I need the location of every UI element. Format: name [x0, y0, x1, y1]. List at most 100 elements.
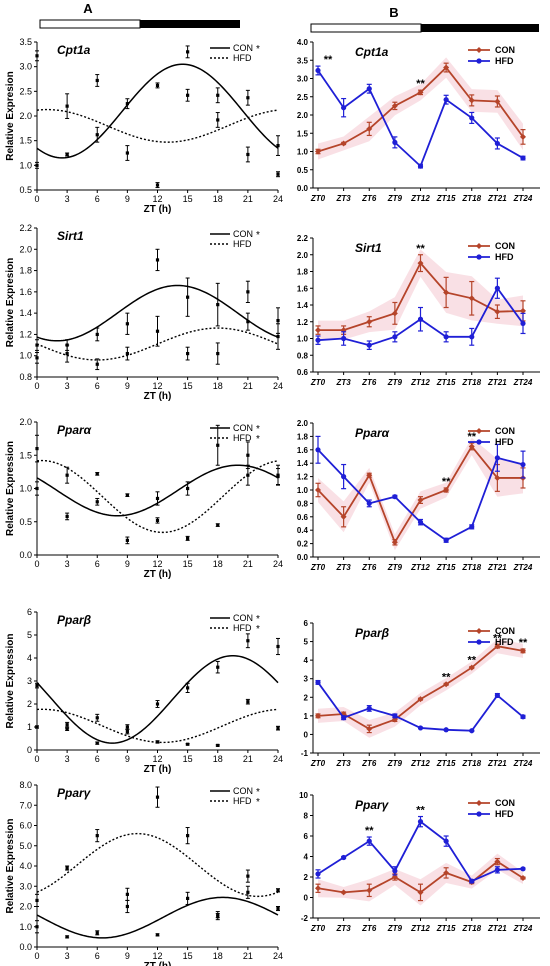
- chart-3: 0.6 0.8 1.0 1.2 1.4 1.6 1.8 2.0 2.2 ZT0 ZT3 ZT6 ZT9 Z…: [297, 234, 540, 387]
- chart-title: Sirt1: [355, 241, 382, 255]
- y-tick-label: 1.2: [19, 329, 32, 339]
- hfd-point: [341, 715, 347, 721]
- hfd-point: [246, 473, 250, 477]
- y-tick-label: 6: [304, 832, 309, 841]
- hfd-point: [315, 337, 321, 343]
- significance-marker: **: [365, 825, 374, 837]
- significance-marker: **: [519, 637, 528, 649]
- x-tick-label: ZT6: [361, 194, 377, 203]
- legend-significance-star: *: [256, 424, 260, 435]
- y-axis-label: Relative Expresion: [5, 258, 16, 347]
- y-tick-label: 1.8: [19, 266, 32, 276]
- y-axis-label: Relative Expresion: [5, 71, 16, 160]
- y-axis-label: Relative Expression: [5, 441, 16, 536]
- hfd-point: [125, 151, 129, 155]
- x-tick-label: ZT9: [387, 563, 403, 572]
- hfd-point: [341, 105, 347, 111]
- y-tick-label: 1.8: [297, 268, 309, 277]
- x-tick-label: 12: [152, 381, 162, 391]
- y-tick-label: 0.0: [297, 184, 309, 193]
- y-tick-label: -2: [301, 914, 309, 923]
- x-tick-label: 21: [243, 951, 253, 961]
- hfd-point: [125, 538, 129, 542]
- con-point: [246, 453, 250, 457]
- legend-significance-star: *: [256, 434, 260, 445]
- hfd-point: [186, 536, 190, 540]
- x-tick-label: 3: [65, 381, 70, 391]
- hfd-point: [95, 834, 99, 838]
- chart-title: Pparγ: [57, 786, 92, 800]
- x-tick-label: 9: [125, 559, 130, 569]
- hfd-point: [443, 334, 449, 340]
- hfd-point: [315, 447, 321, 453]
- y-tick-label: 1.0: [297, 335, 309, 344]
- x-tick-label: ZT0: [310, 759, 326, 768]
- hfd-point: [35, 447, 39, 451]
- con-point: [125, 904, 129, 909]
- x-tick-label: 0: [34, 951, 39, 961]
- con-point: [391, 310, 398, 317]
- y-tick-label: 2.2: [297, 234, 309, 243]
- y-tick-label: 1.5: [19, 450, 32, 460]
- hfd-fit-curve: [36, 108, 279, 143]
- con-point: [276, 644, 280, 649]
- legend-label: CON: [495, 798, 515, 808]
- con-point: [391, 102, 398, 109]
- chart-1: 0.0 0.5 1.0 1.5 2.0 2.5 3.0 3.5 4.0 ZT0 ZT3 ZT6 ZT9 Z…: [297, 38, 540, 203]
- hfd-point: [95, 741, 99, 745]
- x-tick-label: ZT21: [487, 194, 507, 203]
- x-tick-label: ZT0: [310, 924, 326, 933]
- legend-label: CON: [233, 613, 253, 623]
- x-tick-label: 15: [183, 951, 193, 961]
- con-point: [443, 681, 450, 688]
- x-tick-label: 9: [125, 951, 130, 961]
- x-tick-label: 6: [95, 381, 100, 391]
- x-tick-label: ZT3: [336, 563, 352, 572]
- legend-label: CON: [233, 43, 253, 53]
- hfd-point: [186, 742, 190, 746]
- y-tick-label: 5.0: [19, 841, 32, 851]
- con-point: [186, 486, 190, 491]
- hfd-point: [216, 743, 220, 747]
- x-tick-label: ZT21: [487, 924, 507, 933]
- x-tick-label: ZT24: [513, 563, 533, 572]
- chart-title: Pparα: [57, 423, 92, 437]
- y-tick-label: 5: [304, 638, 309, 647]
- y-tick-label: 0.2: [297, 540, 309, 549]
- y-tick-label: 0: [304, 730, 309, 739]
- x-tick-label: 9: [125, 754, 130, 764]
- con-point: [35, 684, 39, 688]
- y-tick-label: 1.6: [297, 284, 309, 293]
- x-tick-label: ZT9: [387, 924, 403, 933]
- con-point: [95, 716, 99, 720]
- con-fit-curve: [36, 284, 279, 342]
- y-tick-label: 0.8: [19, 372, 32, 382]
- x-tick-label: ZT12: [410, 194, 430, 203]
- x-tick-label: 3: [65, 559, 70, 569]
- hfd-point: [392, 494, 398, 500]
- con-fit-curve: [36, 654, 279, 744]
- chart-2: 0.8 1.0 1.2 1.4 1.6 1.8 2.0 2.2 0 3 6 9 12 15 18 21 24 ZT…: [5, 223, 283, 402]
- con-point: [315, 148, 321, 155]
- legend-label: HFD: [233, 623, 252, 633]
- con-point: [315, 327, 321, 334]
- hfd-point: [366, 838, 372, 844]
- con-point: [520, 875, 526, 882]
- hfd-point: [315, 67, 321, 74]
- y-tick-label: 8.0: [19, 780, 32, 790]
- legend-label: HFD: [495, 437, 514, 447]
- y-tick-label: 10: [299, 791, 308, 800]
- hfd-fit-curve: [36, 708, 279, 744]
- legend-label: HFD: [495, 56, 514, 66]
- x-tick-label: ZT21: [487, 759, 507, 768]
- x-tick-label: ZT9: [387, 194, 403, 203]
- hfd-point: [125, 892, 129, 896]
- hfd-point: [366, 705, 372, 712]
- con-point: [443, 869, 450, 876]
- con-point: [95, 931, 99, 935]
- chart-title: Pparγ: [355, 798, 390, 812]
- con-point: [216, 665, 220, 669]
- panel-label-a: A: [83, 1, 93, 16]
- con-point: [246, 874, 250, 878]
- con-point: [494, 308, 501, 315]
